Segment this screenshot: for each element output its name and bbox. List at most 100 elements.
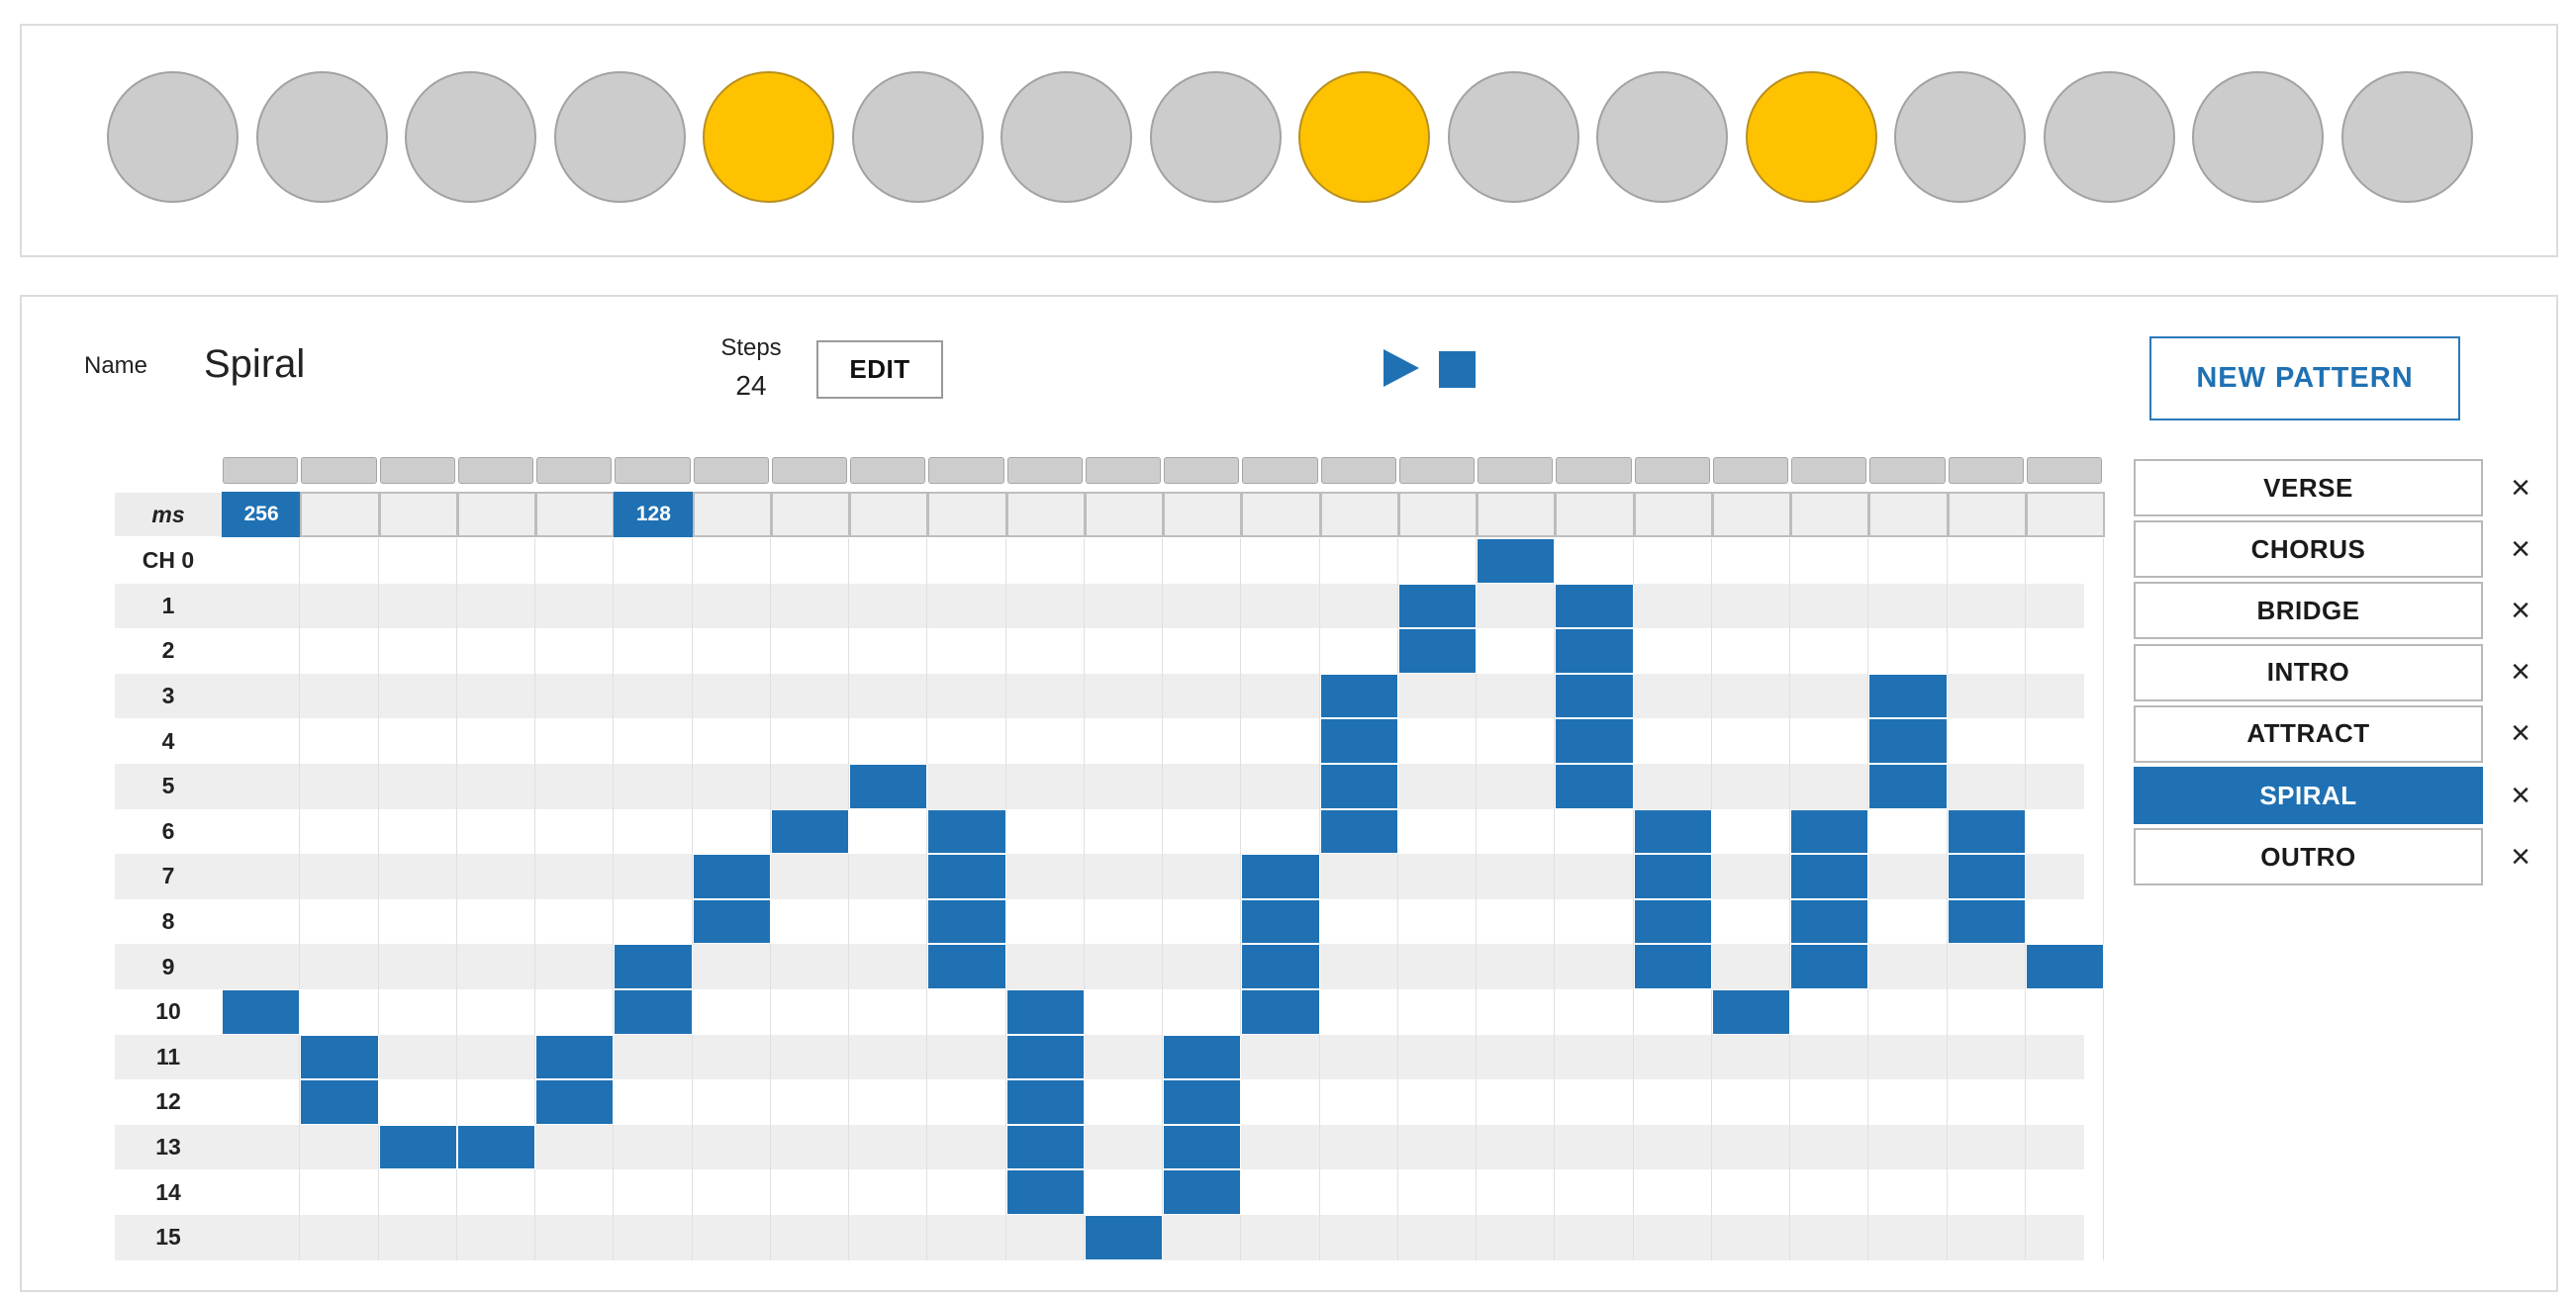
- step-cell[interactable]: [2026, 1169, 2104, 1215]
- step-cell[interactable]: [222, 898, 301, 945]
- step-cell[interactable]: [1868, 989, 1948, 1035]
- step-cell[interactable]: [300, 718, 379, 764]
- step-header-button[interactable]: [615, 457, 691, 484]
- step-cell[interactable]: [1947, 854, 2026, 899]
- step-cell[interactable]: [379, 718, 457, 764]
- step-cell[interactable]: [1712, 944, 1790, 989]
- step-cell[interactable]: [222, 628, 301, 674]
- step-cell[interactable]: [1477, 854, 1556, 899]
- step-cell[interactable]: [1868, 1034, 1948, 1080]
- step-cell[interactable]: [1555, 1034, 1634, 1080]
- step-cell[interactable]: [771, 1034, 849, 1080]
- step-cell[interactable]: [927, 1169, 1006, 1215]
- step-cell[interactable]: [1712, 718, 1790, 764]
- step-cell[interactable]: [1398, 854, 1477, 899]
- step-cell[interactable]: [222, 1034, 301, 1080]
- step-cell[interactable]: [222, 808, 301, 855]
- step-cell[interactable]: [1241, 898, 1320, 945]
- step-cell[interactable]: [1085, 944, 1163, 989]
- step-cell[interactable]: [535, 1034, 615, 1080]
- step-cell[interactable]: [1868, 854, 1948, 899]
- step-cell[interactable]: [379, 898, 457, 945]
- step-cell[interactable]: [1163, 1124, 1242, 1170]
- step-cell[interactable]: [535, 854, 615, 899]
- step-cell[interactable]: [1947, 898, 2026, 945]
- step-cell[interactable]: [927, 1034, 1006, 1080]
- step-cell[interactable]: [927, 1215, 1006, 1260]
- step-cell[interactable]: [1085, 1124, 1163, 1170]
- step-cell[interactable]: [535, 1124, 615, 1170]
- step-cell[interactable]: [1712, 854, 1790, 899]
- ms-cell[interactable]: [849, 492, 929, 537]
- step-cell[interactable]: [535, 1079, 615, 1125]
- step-cell[interactable]: [1320, 583, 1398, 629]
- pattern-item-bridge[interactable]: BRIDGE: [2134, 582, 2483, 640]
- step-cell[interactable]: [1320, 1124, 1398, 1170]
- step-cell[interactable]: [2026, 898, 2104, 945]
- step-cell[interactable]: [693, 1034, 771, 1080]
- step-cell[interactable]: [927, 898, 1006, 945]
- step-cell[interactable]: [1241, 718, 1320, 764]
- step-cell[interactable]: [614, 718, 693, 764]
- step-cell[interactable]: [1634, 628, 1712, 674]
- step-cell[interactable]: [849, 1215, 928, 1260]
- step-cell[interactable]: [693, 764, 771, 809]
- step-header-button[interactable]: [771, 457, 847, 484]
- ms-cell[interactable]: [1790, 492, 1870, 537]
- step-cell[interactable]: [300, 538, 379, 584]
- ms-cell[interactable]: [1947, 492, 2027, 537]
- ms-cell[interactable]: [1477, 492, 1557, 537]
- step-cell[interactable]: [1634, 1215, 1712, 1260]
- step-cell[interactable]: [2026, 673, 2104, 719]
- step-cell[interactable]: [927, 944, 1006, 989]
- step-cell[interactable]: [1085, 583, 1163, 629]
- step-cell[interactable]: [379, 808, 457, 855]
- ms-cell[interactable]: [1633, 492, 1713, 537]
- step-cell[interactable]: [1477, 764, 1556, 809]
- step-cell[interactable]: [1005, 1079, 1085, 1125]
- step-cell[interactable]: [927, 989, 1006, 1035]
- step-cell[interactable]: [457, 673, 535, 719]
- step-cell[interactable]: [1320, 1034, 1398, 1080]
- step-cell[interactable]: [1397, 583, 1477, 629]
- step-cell[interactable]: [1555, 628, 1634, 674]
- step-cell[interactable]: [1712, 538, 1790, 584]
- step-cell[interactable]: [222, 944, 301, 989]
- step-cell[interactable]: [1320, 944, 1398, 989]
- ms-cell[interactable]: [1319, 492, 1399, 537]
- step-cell[interactable]: [222, 673, 301, 719]
- step-cell[interactable]: [849, 718, 928, 764]
- step-cell[interactable]: [222, 1169, 301, 1215]
- step-cell[interactable]: [1084, 1215, 1163, 1260]
- step-header-button[interactable]: [1556, 457, 1632, 484]
- step-cell[interactable]: [1320, 898, 1398, 945]
- step-cell[interactable]: [1085, 628, 1163, 674]
- step-cell[interactable]: [771, 1169, 849, 1215]
- step-cell[interactable]: [1634, 1079, 1712, 1125]
- ms-cell[interactable]: [300, 492, 380, 537]
- step-cell[interactable]: [1320, 1169, 1398, 1215]
- step-cell[interactable]: [614, 673, 693, 719]
- step-cell[interactable]: [2025, 944, 2104, 989]
- ms-cell[interactable]: [1163, 492, 1243, 537]
- step-cell[interactable]: [1948, 673, 2026, 719]
- step-cell[interactable]: [1948, 583, 2026, 629]
- step-cell[interactable]: [771, 1215, 849, 1260]
- step-cell[interactable]: [1712, 898, 1790, 945]
- step-cell[interactable]: [535, 989, 615, 1035]
- ms-cell[interactable]: [535, 492, 616, 537]
- step-cell[interactable]: [849, 538, 928, 584]
- new-pattern-button[interactable]: NEW PATTERN: [2149, 336, 2460, 420]
- step-cell[interactable]: [1163, 1169, 1242, 1215]
- step-cell[interactable]: [771, 898, 849, 945]
- step-cell[interactable]: [1790, 1034, 1869, 1080]
- step-cell[interactable]: [1477, 1079, 1556, 1125]
- step-cell[interactable]: [1398, 989, 1477, 1035]
- step-cell[interactable]: [1712, 628, 1790, 674]
- ms-cell[interactable]: [1005, 492, 1086, 537]
- step-cell[interactable]: [1397, 628, 1477, 674]
- ms-cell[interactable]: [1555, 492, 1635, 537]
- step-cell[interactable]: [535, 628, 615, 674]
- step-cell[interactable]: [614, 1169, 693, 1215]
- step-cell[interactable]: [927, 764, 1006, 809]
